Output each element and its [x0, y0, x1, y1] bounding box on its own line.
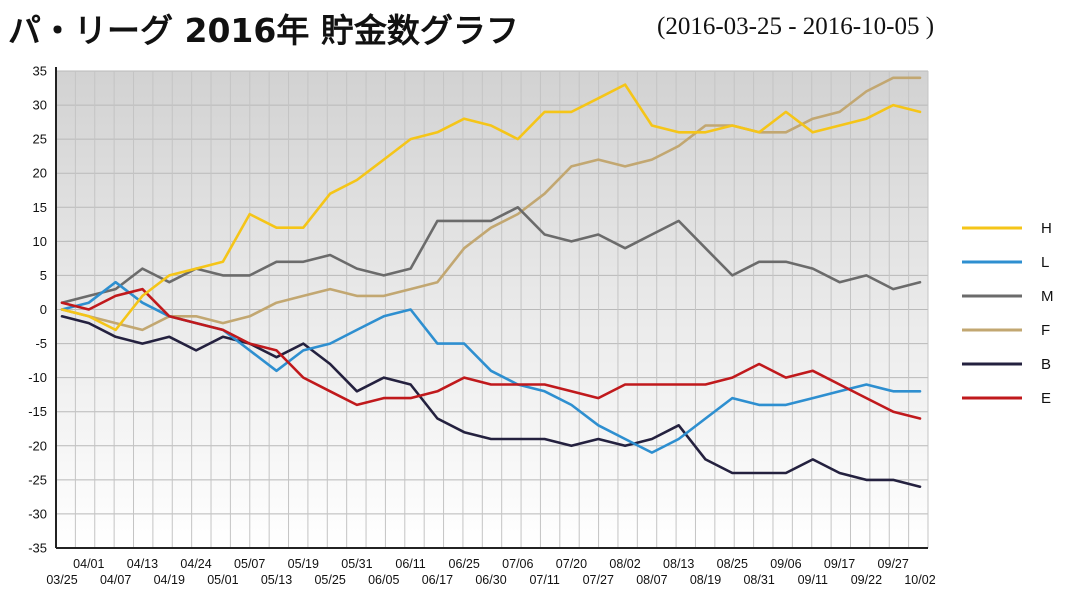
x-tick-label: 09/11 — [798, 573, 828, 587]
x-tick-label: 05/19 — [288, 557, 319, 571]
series-line-F — [60, 76, 922, 332]
series-line-B — [60, 314, 922, 489]
y-tick-label: 35 — [33, 64, 47, 79]
x-tick-label: 07/27 — [583, 573, 614, 587]
y-tick-label: -25 — [28, 472, 47, 487]
y-tick-label: -5 — [35, 336, 47, 351]
x-tick-label: 06/05 — [368, 573, 399, 587]
legend-label-B: B — [1041, 356, 1051, 373]
legend-label-H: H — [1041, 220, 1052, 237]
x-tick-label: 08/31 — [743, 573, 774, 587]
y-tick-label: 20 — [33, 166, 47, 181]
x-tick-label: 07/11 — [529, 573, 559, 587]
legend-label-L: L — [1041, 254, 1049, 271]
x-tick-label: 09/06 — [770, 557, 801, 571]
x-tick-label: 04/13 — [127, 557, 158, 571]
x-tick-label: 08/25 — [717, 557, 748, 571]
y-tick-label: -10 — [28, 370, 47, 385]
y-tick-label: -15 — [28, 404, 47, 419]
y-tick-label: 25 — [33, 132, 47, 147]
x-axis: 04/01 04/13 04/24 05/07 05/19 05/31 06/11 06/25… — [46, 547, 936, 587]
x-tick-label: 08/19 — [690, 573, 721, 587]
x-tick-label: 03/25 — [46, 573, 77, 587]
x-tick-label: 09/17 — [824, 557, 855, 571]
x-tick-label: 09/22 — [851, 573, 882, 587]
x-tick-label: 06/30 — [475, 573, 506, 587]
x-tick-label: 06/11 — [395, 557, 425, 571]
x-tick-label: 09/27 — [878, 557, 909, 571]
x-tick-label: 08/02 — [609, 557, 640, 571]
x-tick-label: 06/25 — [449, 557, 480, 571]
x-tick-label: 05/07 — [234, 557, 265, 571]
x-tick-label: 04/24 — [180, 557, 211, 571]
chart-title: パ・リーグ 2016年 貯金数グラフ — [8, 11, 519, 50]
y-tick-label: 30 — [33, 98, 47, 113]
y-tick-label: -20 — [28, 438, 47, 453]
y-tick-label: -30 — [28, 506, 47, 521]
y-tick-label: 15 — [33, 200, 47, 215]
x-tick-label: 10/02 — [904, 573, 935, 587]
series-line-E — [60, 287, 922, 420]
chart-date-range: (2016-03-25 - 2016-10-05 ) — [657, 13, 935, 40]
y-tick-label: 5 — [40, 268, 47, 283]
x-tick-label: 04/07 — [100, 573, 131, 587]
x-tick-label: 05/13 — [261, 573, 292, 587]
series-line-M — [60, 206, 922, 305]
y-tick-label: 0 — [40, 302, 47, 317]
legend-label-E: E — [1041, 390, 1051, 407]
series-lines — [60, 76, 922, 489]
x-tick-label: 08/13 — [663, 557, 694, 571]
x-tick-label: 07/06 — [502, 557, 533, 571]
x-tick-label: 04/19 — [154, 573, 185, 587]
x-tick-label: 05/01 — [207, 573, 238, 587]
x-tick-label: 06/17 — [422, 573, 453, 587]
series-line-H — [60, 83, 922, 332]
x-tick-label: 08/07 — [636, 573, 667, 587]
legend-label-F: F — [1041, 322, 1050, 339]
y-tick-label: -35 — [28, 541, 47, 556]
x-tick-label: 04/01 — [73, 557, 104, 571]
x-tick-label: 07/20 — [556, 557, 587, 571]
y-axis: 35 30 25 20 15 10 5 0 -5 -10 -15 -20 -25 -30 -35 — [28, 64, 57, 556]
x-tick-label: 05/31 — [341, 557, 372, 571]
legend-label-M: M — [1041, 288, 1054, 305]
grid-lines — [55, 70, 929, 549]
y-tick-label: 10 — [33, 234, 47, 249]
x-tick-label: 05/25 — [314, 573, 345, 587]
